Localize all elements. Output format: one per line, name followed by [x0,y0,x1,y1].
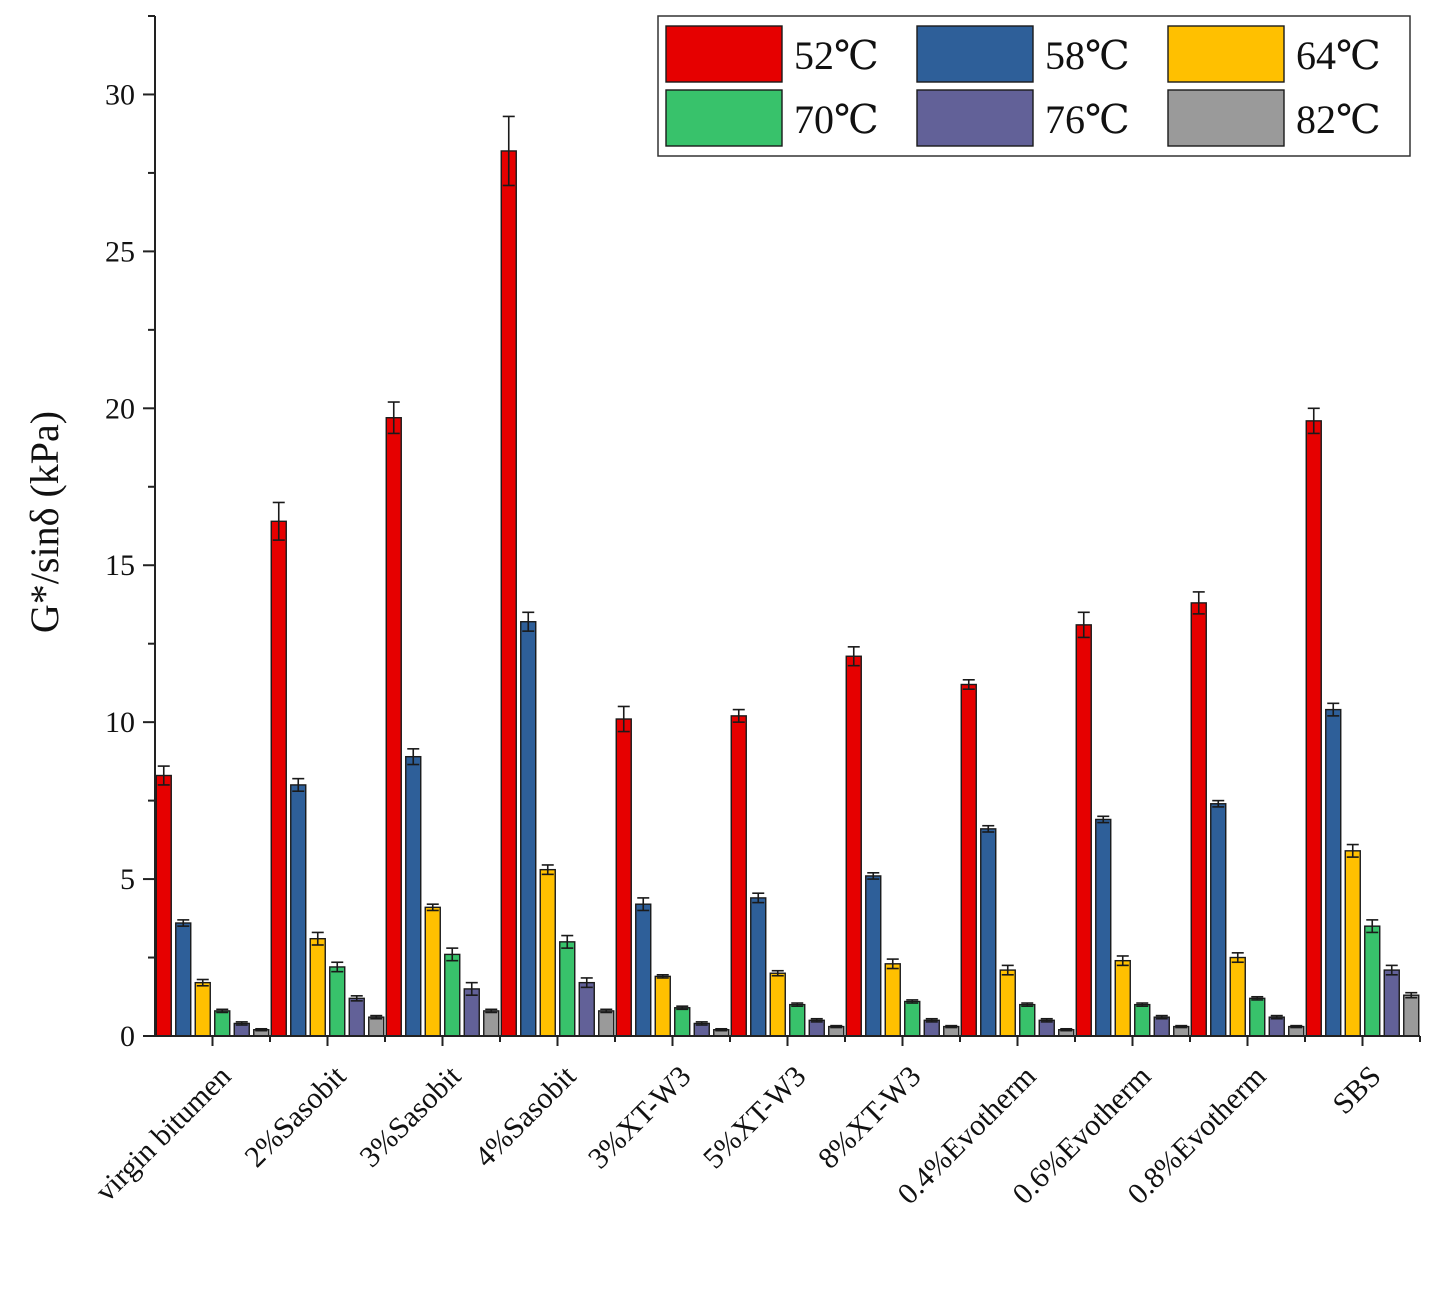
y-tick-label: 10 [105,706,135,739]
x-category-label: 5%XT-W3 [697,1060,813,1176]
bar [884,963,901,1037]
y-tick-label: 5 [120,863,135,896]
bar [1325,708,1342,1037]
x-category-label: SBS [1326,1060,1387,1121]
bar [424,906,441,1037]
legend: 52℃ 58℃ 64℃ 70℃ 76℃ 82℃ [657,15,1411,157]
x-category-label: 8%XT-W3 [812,1060,928,1176]
bar [865,875,882,1037]
bar [1114,959,1131,1037]
bar [1019,1003,1036,1037]
bar [615,718,632,1037]
bar [155,774,172,1037]
bar [635,903,652,1037]
legend-label: 70℃ [794,97,879,142]
legend-label: 82℃ [1296,97,1381,142]
bar [1364,925,1381,1037]
bar [309,938,326,1037]
y-tick-label: 0 [120,1020,135,1053]
x-category-label: 4%Sasobit [468,1059,583,1174]
x-category-label: virgin bitumen [89,1060,237,1208]
y-axis-title: G*/sinδ (kPa) [22,411,67,633]
bar [1095,818,1112,1037]
bar [405,755,422,1037]
legend-label: 52℃ [794,33,879,78]
bar [539,868,556,1037]
legend-label: 58℃ [1045,33,1130,78]
legend-label: 64℃ [1296,33,1381,78]
legend-swatch [665,89,783,147]
bar [1268,1016,1285,1037]
plot-area [155,115,1420,1037]
bar [214,1010,231,1037]
bar [789,1003,806,1037]
bar [960,683,977,1037]
legend-label: 76℃ [1045,97,1130,142]
bar [654,975,671,1037]
bar [483,1010,500,1037]
bar [1153,1016,1170,1037]
bar [270,520,287,1037]
y-tick-label: 15 [105,549,135,582]
bar [674,1007,691,1037]
bar [999,969,1016,1037]
bar [559,941,576,1037]
y-tick-label: 20 [105,392,135,425]
bar [1383,969,1400,1037]
y-tick-label: 30 [105,78,135,111]
bar [175,922,192,1037]
bar [1403,994,1420,1037]
bar [598,1010,615,1037]
bar [329,966,346,1037]
bar [385,417,402,1037]
bar [1134,1003,1151,1037]
bar [578,981,595,1037]
bar [500,150,517,1037]
bar [290,784,307,1037]
legend-swatch [665,25,783,83]
legend-swatch [916,25,1034,83]
bar [1305,420,1322,1037]
y-tick-label: 25 [105,235,135,268]
bar [1210,803,1227,1037]
bar [1344,850,1361,1037]
legend-swatch [916,89,1034,147]
bar [980,828,997,1037]
x-category-label: 3%XT-W3 [582,1060,698,1176]
bar [769,972,786,1037]
bar [368,1016,385,1037]
legend-swatch [1167,89,1285,147]
bar [444,953,461,1037]
bar [730,715,747,1037]
bar [1229,956,1246,1037]
legend-swatch [1167,25,1285,83]
x-category-label: 2%Sasobit [238,1059,353,1174]
bar [520,621,537,1037]
x-category-label: 3%Sasobit [353,1059,468,1174]
bar [194,981,211,1037]
bar [750,897,767,1037]
bar [904,1000,921,1037]
bar [845,655,862,1037]
bar [1249,997,1266,1037]
bar [1075,624,1092,1037]
bar [1190,602,1207,1037]
bar [348,997,365,1037]
